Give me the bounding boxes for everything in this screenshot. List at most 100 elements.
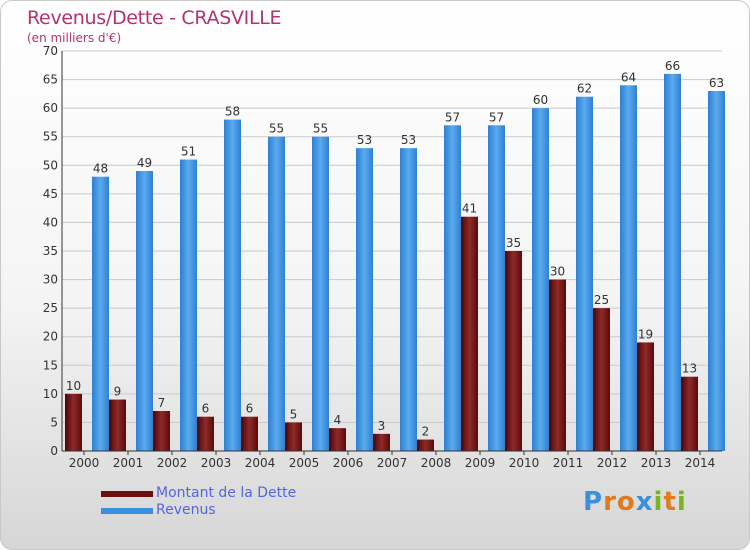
data-label-revenus: 66 <box>665 59 680 73</box>
data-label-debt: 35 <box>506 236 521 250</box>
bar-debt <box>549 279 566 451</box>
data-label-debt: 13 <box>682 362 697 376</box>
bar-debt <box>197 416 214 451</box>
bar-revenus <box>620 85 637 452</box>
y-tick-label: 0 <box>50 444 58 458</box>
y-tick-label: 50 <box>43 158 58 172</box>
bar-debt <box>461 216 478 451</box>
bar-revenus <box>136 171 153 451</box>
data-label-revenus: 58 <box>225 105 240 119</box>
logo-letter: P <box>583 487 604 517</box>
bar-debt <box>681 376 698 451</box>
bar-debt <box>109 399 126 451</box>
bar-debt <box>329 428 346 451</box>
bar-revenus <box>312 136 329 451</box>
data-label-revenus: 49 <box>137 156 152 170</box>
bar-revenus <box>92 176 109 451</box>
x-tick-label: 2002 <box>157 456 188 470</box>
y-tick-label: 45 <box>43 187 58 201</box>
bar-debt <box>417 439 434 451</box>
y-tick-label: 30 <box>43 273 58 287</box>
data-label-debt: 19 <box>638 327 653 341</box>
y-tick-label: 55 <box>43 130 58 144</box>
bar-debt <box>65 393 82 451</box>
data-label-debt: 6 <box>202 402 210 416</box>
y-tick-label: 60 <box>43 101 58 115</box>
data-label-revenus: 57 <box>489 110 504 124</box>
bar-revenus <box>356 148 373 451</box>
y-tick-label: 20 <box>43 330 58 344</box>
bar-debt <box>593 308 610 451</box>
logo-letter: i <box>653 487 664 517</box>
y-tick-label: 65 <box>43 73 58 87</box>
x-tick-label: 2013 <box>641 456 672 470</box>
data-label-revenus: 53 <box>401 133 416 147</box>
x-tick-label: 2007 <box>377 456 408 470</box>
data-label-debt: 5 <box>290 407 298 421</box>
y-tick-label: 25 <box>43 301 58 315</box>
data-label-debt: 41 <box>462 202 477 216</box>
logo-letter: o <box>616 487 636 517</box>
legend-swatch-debt <box>101 491 153 497</box>
x-tick-label: 2008 <box>421 456 452 470</box>
x-tick-label: 2004 <box>245 456 276 470</box>
chart-title: Revenus/Dette - CRASVILLE <box>27 7 282 29</box>
data-label-debt: 10 <box>66 379 81 393</box>
legend-label-debt: Montant de la Dette <box>156 485 297 501</box>
bar-revenus <box>224 119 241 452</box>
legend-swatch-revenus <box>101 508 153 514</box>
data-label-revenus: 51 <box>181 145 196 159</box>
x-tick-label: 2006 <box>333 456 364 470</box>
data-label-debt: 2 <box>422 425 430 439</box>
proxiti-logo: Proxiti <box>583 487 687 517</box>
data-label-revenus: 55 <box>313 122 328 136</box>
bar-revenus <box>576 96 593 451</box>
x-tick-label: 2011 <box>553 456 584 470</box>
bar-revenus <box>532 108 549 452</box>
y-tick-label: 40 <box>43 215 58 229</box>
legend-label-revenus: Revenus <box>156 502 216 518</box>
data-label-revenus: 55 <box>269 122 284 136</box>
logo-letter: r <box>603 487 617 517</box>
x-tick-label: 2014 <box>685 456 716 470</box>
bar-debt <box>153 411 170 451</box>
bar-debt <box>505 251 522 451</box>
bar-revenus <box>444 125 461 452</box>
data-label-debt: 25 <box>594 293 609 307</box>
bar-revenus <box>708 91 725 451</box>
bar-debt <box>637 342 654 451</box>
bar-revenus <box>400 148 417 451</box>
bar-debt <box>373 433 390 451</box>
data-label-revenus: 57 <box>445 110 460 124</box>
data-label-debt: 7 <box>158 396 166 410</box>
data-label-debt: 9 <box>114 385 122 399</box>
bar-revenus <box>664 73 681 451</box>
logo-letter: x <box>635 487 654 517</box>
bar-revenus <box>488 125 505 452</box>
data-label-revenus: 62 <box>577 82 592 96</box>
data-label-debt: 30 <box>550 265 565 279</box>
data-label-revenus: 64 <box>621 70 636 84</box>
x-tick-label: 2005 <box>289 456 320 470</box>
y-tick-label: 5 <box>50 415 58 429</box>
x-tick-label: 2010 <box>509 456 540 470</box>
data-label-revenus: 60 <box>533 93 548 107</box>
logo-letter: t <box>663 487 677 517</box>
data-label-debt: 3 <box>378 419 386 433</box>
logo-letter: i <box>676 487 687 517</box>
y-tick-label: 70 <box>43 44 58 58</box>
x-tick-label: 2000 <box>69 456 100 470</box>
data-label-revenus: 53 <box>357 133 372 147</box>
y-tick-label: 10 <box>43 387 58 401</box>
y-tick-label: 35 <box>43 244 58 258</box>
bar-debt <box>285 422 302 451</box>
data-label-revenus: 48 <box>93 162 108 176</box>
x-tick-label: 2012 <box>597 456 628 470</box>
x-tick-label: 2009 <box>465 456 496 470</box>
data-label-debt: 6 <box>246 402 254 416</box>
data-label-revenus: 63 <box>709 76 724 90</box>
x-tick-label: 2003 <box>201 456 232 470</box>
chart-subtitle: (en milliers d'€) <box>27 31 122 45</box>
